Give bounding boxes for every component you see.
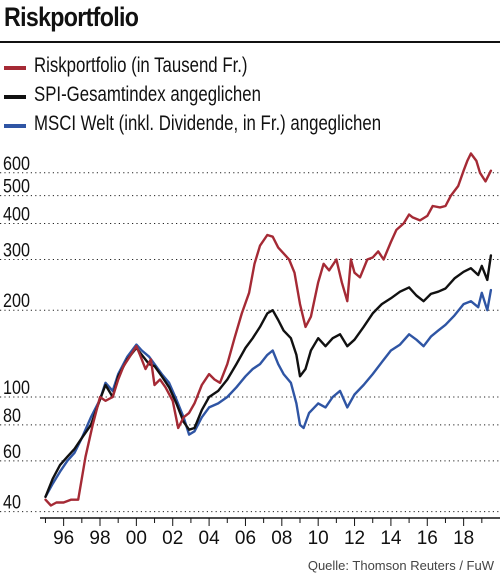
legend-label-msci: MSCI Welt (inkl. Dividende, in Fr.) ange… xyxy=(34,112,382,135)
y-tick-label: 200 xyxy=(3,290,30,312)
y-tick-label: 60 xyxy=(3,441,21,463)
x-tick-label: 10 xyxy=(308,528,329,549)
x-tick-label: 14 xyxy=(380,528,402,549)
x-tick-label: 96 xyxy=(53,528,74,549)
y-tick-label: 600 xyxy=(3,153,30,175)
x-tick-label: 98 xyxy=(89,528,110,549)
series-line-msci xyxy=(44,288,493,498)
page-title: Riskportfolio xyxy=(4,2,139,32)
legend-swatch-msci xyxy=(4,124,26,128)
title-divider xyxy=(0,41,500,43)
source-note: Quelle: Thomson Reuters / FuW xyxy=(307,558,494,573)
series-line-spi xyxy=(44,254,493,498)
y-tick-label: 500 xyxy=(3,175,30,197)
legend-swatch-riskportfolio xyxy=(4,66,26,70)
y-tick-label: 300 xyxy=(3,239,30,261)
legend-swatch-spi xyxy=(4,95,26,99)
x-tick-label: 18 xyxy=(453,528,474,549)
x-tick-label: 04 xyxy=(199,528,221,549)
y-tick-label: 40 xyxy=(3,491,21,513)
y-tick-label: 400 xyxy=(3,203,30,225)
x-tick-label: 06 xyxy=(235,528,256,549)
y-tick-label: 100 xyxy=(3,377,30,399)
legend-label-spi: SPI-Gesamtindex angeglichen xyxy=(34,83,261,106)
x-tick-label: 02 xyxy=(162,528,183,549)
y-tick-label: 80 xyxy=(3,405,21,427)
x-tick-label: 12 xyxy=(344,528,365,549)
x-tick-label: 00 xyxy=(126,528,147,549)
x-tick-label: 08 xyxy=(271,528,292,549)
series-line-riskportfolio xyxy=(44,152,493,507)
x-tick-label: 16 xyxy=(417,528,438,549)
legend-label-riskportfolio: Riskportfolio (in Tausend Fr.) xyxy=(34,54,248,77)
